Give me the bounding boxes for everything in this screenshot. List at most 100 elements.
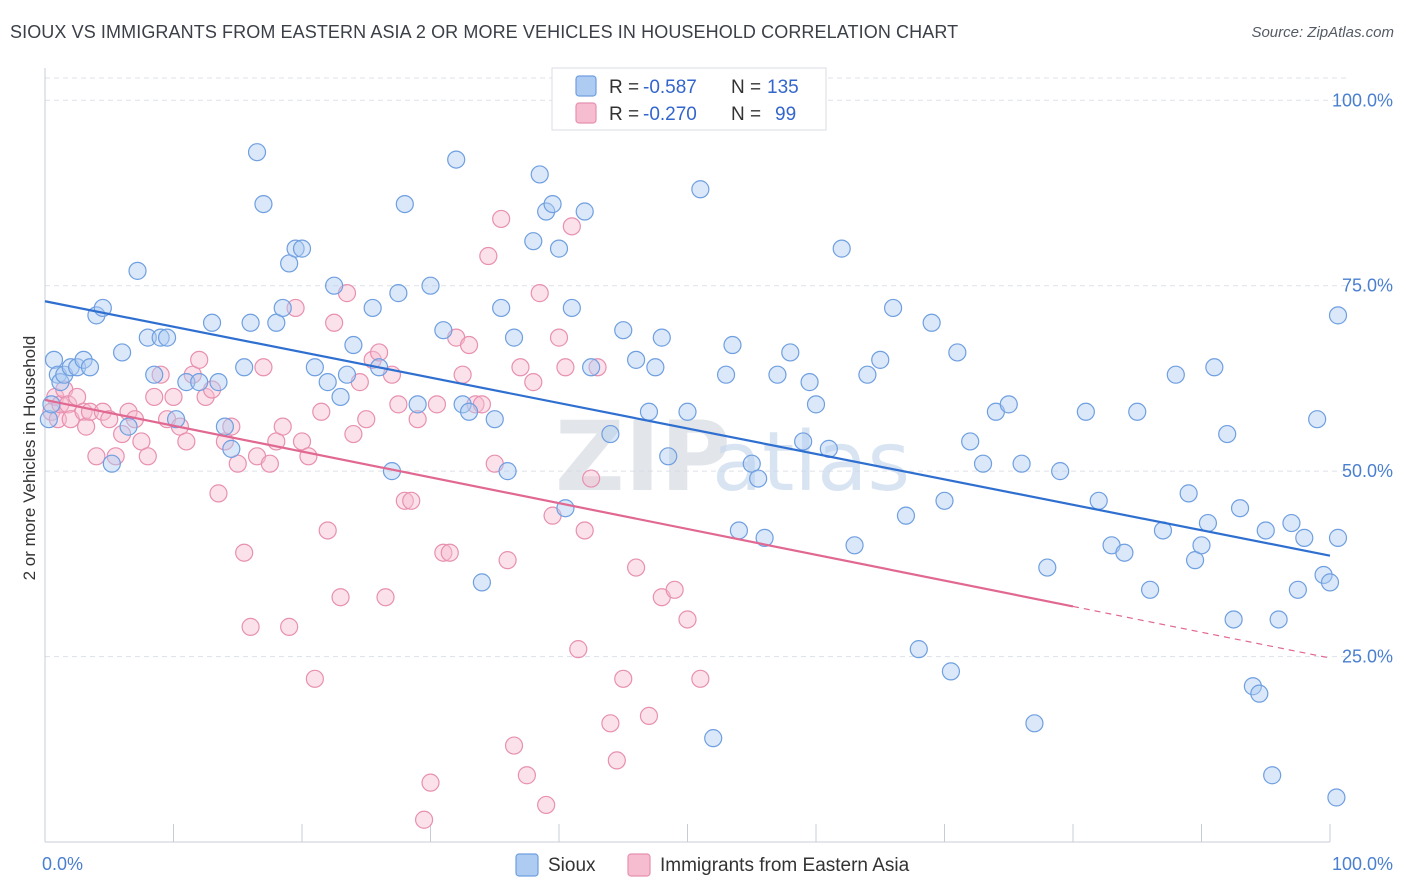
sioux-point-86 <box>800 373 819 392</box>
sioux-point-35 <box>292 239 312 258</box>
immigrants-point-34 <box>235 543 254 562</box>
legend-r-label-sioux: R = <box>609 77 639 98</box>
immigrants-point-78 <box>517 766 536 785</box>
immigrants-trend-line-extension <box>1072 605 1331 659</box>
sioux-point-133 <box>1314 565 1333 585</box>
sioux-point-62 <box>549 239 569 258</box>
legend-n-label-sioux: N = <box>731 77 761 98</box>
sioux-point-99 <box>948 343 967 362</box>
legend-n-value-immigrants: 99 <box>775 104 796 125</box>
sioux-point-98 <box>941 662 961 681</box>
y-tick-label-2: 75.0% <box>1342 276 1393 296</box>
legend-r-label-immigrants: R = <box>609 104 639 125</box>
sioux-point-74 <box>678 402 697 421</box>
sioux-point-40 <box>337 365 357 384</box>
sioux-point-78 <box>723 335 742 355</box>
legend-swatch-immigrants <box>575 102 597 124</box>
immigrants-point-88 <box>582 469 601 488</box>
sioux-point-17 <box>145 365 164 384</box>
sioux-point-2 <box>44 350 64 369</box>
immigrants-point-92 <box>614 669 633 688</box>
chart-title: SIOUX VS IMMIGRANTS FROM EASTERN ASIA 2 … <box>10 22 959 42</box>
sioux-point-119 <box>1198 513 1218 533</box>
watermark-atlas: atlas <box>712 415 910 510</box>
sioux-point-134 <box>1320 573 1340 592</box>
sioux-point-87 <box>806 395 826 414</box>
sioux-point-121 <box>1218 424 1237 444</box>
immigrants-point-54 <box>363 350 382 369</box>
immigrants-point-74 <box>492 209 511 229</box>
sioux-point-66 <box>582 358 601 377</box>
sioux-point-82 <box>755 528 774 547</box>
immigrants-point-75 <box>498 551 517 570</box>
immigrants-point-96 <box>665 580 684 599</box>
immigrants-point-85 <box>562 217 581 236</box>
series-immigrants-points <box>42 209 710 829</box>
immigrants-point-51 <box>344 424 363 444</box>
immigrants-point-47 <box>318 521 337 540</box>
sioux-point-45 <box>389 284 408 303</box>
sioux-point-29 <box>247 143 267 162</box>
sioux-point-41 <box>344 335 363 355</box>
y-tick-label-3: 100.0% <box>1332 90 1393 110</box>
sioux-point-95 <box>909 640 928 659</box>
sioux-point-115 <box>1166 365 1185 384</box>
immigrants-point-62 <box>414 810 434 829</box>
legend-n-value-sioux: 135 <box>767 77 799 98</box>
y-tick-label-0: 25.0% <box>1342 647 1393 667</box>
y-axis-title: 2 or more Vehicles in Household <box>20 336 39 581</box>
sioux-point-83 <box>768 365 787 384</box>
sioux-point-94 <box>896 506 916 525</box>
immigrants-point-13 <box>100 410 119 429</box>
sioux-point-8 <box>74 350 93 369</box>
immigrants-point-94 <box>639 706 659 726</box>
sioux-point-92 <box>871 350 890 369</box>
immigrants-point-81 <box>537 795 556 815</box>
immigrants-point-68 <box>453 365 472 384</box>
bottom-legend-swatch-immigrants <box>627 853 651 877</box>
immigrants-point-70 <box>466 395 485 414</box>
sioux-point-126 <box>1256 521 1275 540</box>
sioux-point-137 <box>1328 528 1348 547</box>
sioux-point-28 <box>241 313 260 332</box>
sioux-point-123 <box>1230 499 1250 518</box>
source-label: Source: ZipAtlas.com <box>1251 24 1394 41</box>
sioux-point-101 <box>973 454 993 473</box>
immigrants-point-76 <box>504 736 524 755</box>
sioux-point-128 <box>1269 610 1288 629</box>
sioux-point-77 <box>716 365 736 384</box>
immigrants-point-42 <box>286 298 305 318</box>
immigrants-point-46 <box>312 402 331 421</box>
sioux-point-9 <box>80 358 100 377</box>
sioux-point-97 <box>935 491 954 510</box>
immigrants-point-77 <box>511 358 530 377</box>
sioux-point-96 <box>922 313 941 332</box>
y-tick-labels: 25.0% 50.0% 75.0% 100.0% <box>1332 90 1393 666</box>
sioux-point-109 <box>1089 491 1108 510</box>
immigrants-point-89 <box>588 358 607 377</box>
sioux-point-18 <box>151 328 170 347</box>
sioux-point-24 <box>209 373 228 392</box>
sioux-point-30 <box>254 194 273 214</box>
immigrants-point-11 <box>87 447 106 466</box>
sioux-point-113 <box>1140 580 1160 599</box>
sioux-point-59 <box>530 165 549 184</box>
immigrants-point-49 <box>331 588 350 607</box>
sioux-point-125 <box>1250 684 1269 703</box>
immigrants-point-84 <box>556 358 575 377</box>
sioux-point-57 <box>504 328 524 347</box>
immigrants-point-98 <box>691 669 710 688</box>
sioux-point-22 <box>190 373 209 392</box>
immigrants-point-60 <box>402 491 421 510</box>
sioux-point-135 <box>1327 788 1346 807</box>
immigrants-point-91 <box>607 751 626 770</box>
sioux-point-23 <box>202 313 222 332</box>
immigrants-point-83 <box>549 328 569 347</box>
x-tick-labels: 0.0% 100.0% <box>42 854 1393 874</box>
sioux-point-7 <box>68 358 87 377</box>
sioux-point-118 <box>1192 536 1211 555</box>
sioux-point-65 <box>575 202 594 221</box>
sioux-point-111 <box>1115 543 1134 562</box>
sioux-point-81 <box>749 469 768 488</box>
